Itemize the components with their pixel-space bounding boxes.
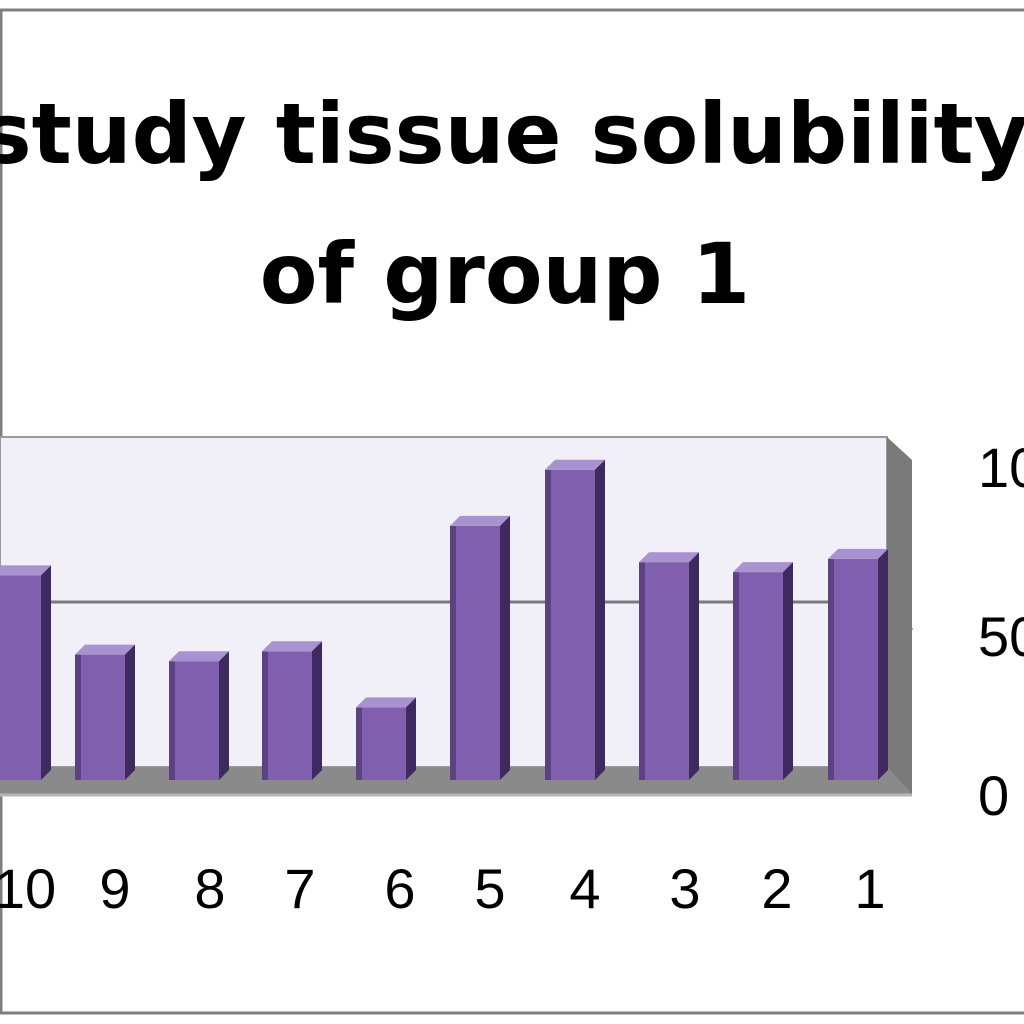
bar (545, 459, 605, 780)
x-tick-label: 8 (194, 857, 225, 920)
bar (356, 697, 416, 780)
x-tick-label: 6 (384, 857, 415, 920)
bar (450, 515, 510, 780)
bar (75, 644, 135, 780)
chart-title-line-2: of group 1 (260, 225, 750, 323)
y-tick-label: 100 (978, 436, 1024, 499)
x-tick-label: 1 (854, 857, 885, 920)
bar (0, 565, 51, 780)
x-tick-label: 3 (669, 857, 700, 920)
x-tick-label: 10 (0, 857, 56, 920)
x-tick-label: 2 (761, 857, 792, 920)
x-tick-label: 7 (284, 857, 315, 920)
x-axis-ticks: 10 9 8 7 6 5 4 3 2 1 (0, 857, 886, 920)
bar (828, 548, 888, 780)
x-tick-label: 9 (99, 857, 130, 920)
x-tick-label: 5 (474, 857, 505, 920)
y-axis-ticks: 0 50 100 (978, 436, 1024, 827)
chart-title-line-1: study tissue solubility (0, 85, 1024, 183)
bar (262, 641, 322, 780)
bars-layer (0, 459, 888, 780)
y-tick-label: 50 (978, 605, 1024, 668)
bar (639, 552, 699, 780)
bar (169, 651, 229, 780)
y-tick-label: 0 (978, 764, 1009, 827)
x-tick-label: 4 (569, 857, 600, 920)
bar (733, 562, 793, 780)
